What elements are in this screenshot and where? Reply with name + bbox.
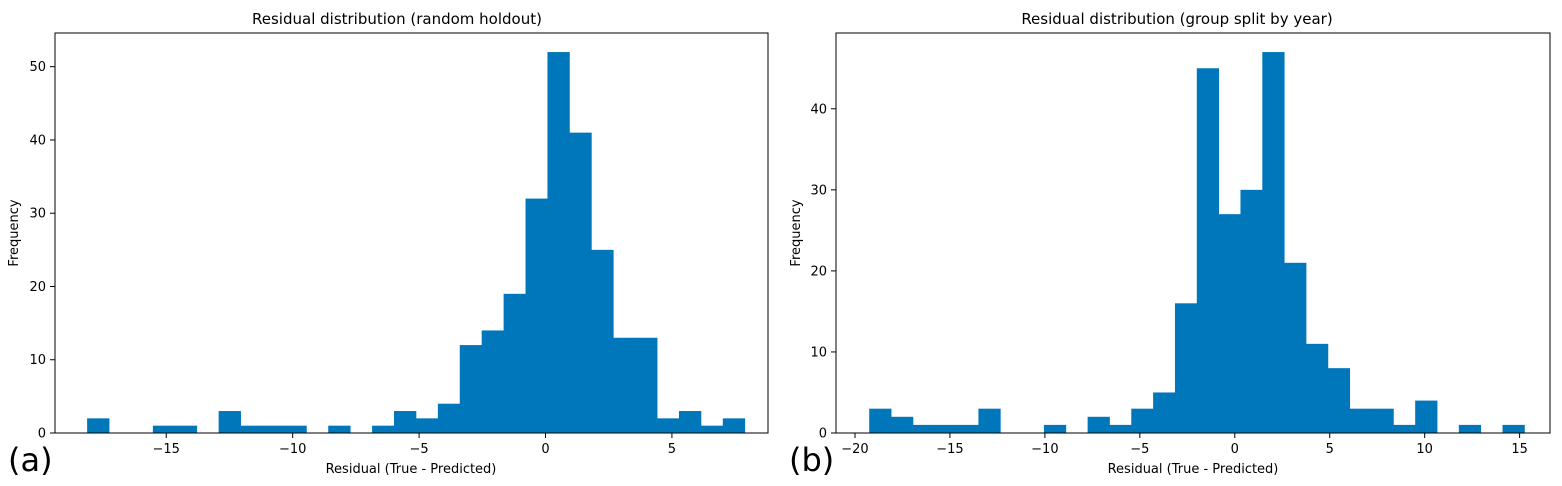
histogram-bar bbox=[1109, 424, 1132, 433]
chart-title: Residual distribution (group split by ye… bbox=[1021, 10, 1332, 28]
histogram-bar bbox=[1087, 416, 1110, 433]
histogram-bar bbox=[978, 408, 1001, 433]
bars bbox=[869, 52, 1525, 434]
x-tick-label: −15 bbox=[936, 442, 963, 457]
y-ticks: 0 10 20 30 40 50 bbox=[29, 60, 55, 442]
histogram-bar bbox=[1393, 424, 1416, 433]
y-tick-label: 20 bbox=[810, 264, 827, 279]
x-tick-label: −5 bbox=[409, 442, 428, 457]
x-axis-label: Residual (True - Predicted) bbox=[1108, 462, 1279, 477]
y-tick-label: 30 bbox=[29, 207, 46, 222]
histogram-bar bbox=[1174, 303, 1198, 433]
x-tick-label: 10 bbox=[1416, 442, 1433, 457]
histogram-bar bbox=[240, 425, 263, 433]
y-tick-label: 40 bbox=[810, 102, 827, 117]
x-tick-label: 5 bbox=[1326, 442, 1334, 457]
panel-label: (b) bbox=[789, 441, 834, 479]
histogram-bar bbox=[591, 249, 614, 433]
x-tick-label: −20 bbox=[841, 442, 868, 457]
x-tick-label: −10 bbox=[279, 442, 306, 457]
histogram-bar bbox=[87, 418, 110, 433]
histogram-bar bbox=[934, 424, 957, 433]
y-tick-label: 10 bbox=[29, 353, 46, 368]
y-tick-label: 50 bbox=[29, 60, 46, 75]
histogram-bar bbox=[1502, 424, 1525, 433]
chart-title: Residual distribution (random holdout) bbox=[252, 10, 542, 28]
x-tick-label: 15 bbox=[1511, 442, 1528, 457]
histogram-bar bbox=[1218, 214, 1241, 433]
x-tick-label: 0 bbox=[541, 442, 549, 457]
histogram-bar bbox=[956, 424, 979, 433]
histogram-bar bbox=[613, 337, 636, 433]
histogram-bar bbox=[569, 132, 592, 433]
histogram-bar bbox=[657, 418, 680, 433]
histogram-bar bbox=[891, 416, 914, 433]
histogram-bar bbox=[700, 425, 724, 433]
histogram-bar bbox=[1305, 343, 1329, 433]
x-tick-label: 0 bbox=[1231, 442, 1239, 457]
y-tick-label: 40 bbox=[29, 133, 46, 148]
histogram-bar bbox=[1043, 424, 1067, 433]
histogram-bar bbox=[678, 411, 702, 433]
x-tick-label: −15 bbox=[153, 442, 180, 457]
histogram-bar bbox=[1131, 408, 1154, 433]
panel-a: Residual distribution (random holdout) −… bbox=[7, 10, 769, 479]
histogram-bar bbox=[635, 337, 658, 433]
histogram-bar bbox=[174, 425, 198, 433]
panel-b: Residual distribution (group split by ye… bbox=[789, 10, 1551, 479]
histogram-bar bbox=[1415, 400, 1438, 433]
y-ticks: 0 10 20 30 40 bbox=[810, 102, 836, 442]
histogram-bar bbox=[912, 424, 936, 433]
plot-frame bbox=[835, 32, 1551, 434]
histogram-bar bbox=[328, 425, 351, 433]
bars bbox=[87, 52, 746, 434]
histogram-bar bbox=[437, 403, 461, 433]
panel-label: (a) bbox=[8, 441, 53, 479]
x-ticks: −15 −10 −5 0 5 bbox=[153, 433, 676, 457]
histogram-bar bbox=[459, 345, 483, 433]
y-tick-label: 10 bbox=[810, 345, 827, 360]
y-tick-label: 0 bbox=[819, 427, 827, 442]
y-tick-label: 30 bbox=[810, 183, 827, 198]
x-tick-label: −10 bbox=[1031, 442, 1058, 457]
y-tick-label: 20 bbox=[29, 280, 46, 295]
histogram-bar bbox=[525, 198, 548, 433]
histogram-bar bbox=[503, 293, 526, 433]
plot-frame bbox=[54, 32, 769, 434]
histogram-bar bbox=[481, 330, 505, 433]
histogram-bar bbox=[152, 425, 176, 433]
x-axis-label: Residual (True - Predicted) bbox=[326, 462, 497, 477]
histogram-bar bbox=[722, 418, 746, 433]
histogram-bar bbox=[262, 425, 285, 433]
histogram-bar bbox=[1153, 392, 1176, 433]
histogram-bar bbox=[1327, 368, 1351, 433]
histogram-bar bbox=[1458, 424, 1482, 433]
x-ticks: −20 −15 −10 −5 0 5 10 15 bbox=[841, 433, 1528, 457]
histogram-bar bbox=[372, 425, 395, 433]
histogram-bar bbox=[1196, 68, 1220, 433]
histogram-bar bbox=[284, 425, 307, 433]
histogram-bar bbox=[218, 411, 241, 433]
histogram-bar bbox=[1349, 408, 1372, 433]
histogram-bar bbox=[394, 411, 417, 433]
y-tick-label: 0 bbox=[38, 427, 46, 442]
y-axis-label: Frequency bbox=[789, 199, 804, 266]
histogram-bar bbox=[1284, 262, 1307, 433]
histogram-bar bbox=[1262, 52, 1285, 434]
histogram-bar bbox=[547, 52, 570, 434]
histogram-bar bbox=[1371, 408, 1394, 433]
y-axis-label: Frequency bbox=[7, 199, 22, 266]
histogram-bar bbox=[869, 408, 892, 433]
x-tick-label: −5 bbox=[1130, 442, 1149, 457]
histogram-bar bbox=[415, 418, 439, 433]
histogram-bar bbox=[1240, 189, 1263, 433]
x-tick-label: 5 bbox=[668, 442, 676, 457]
